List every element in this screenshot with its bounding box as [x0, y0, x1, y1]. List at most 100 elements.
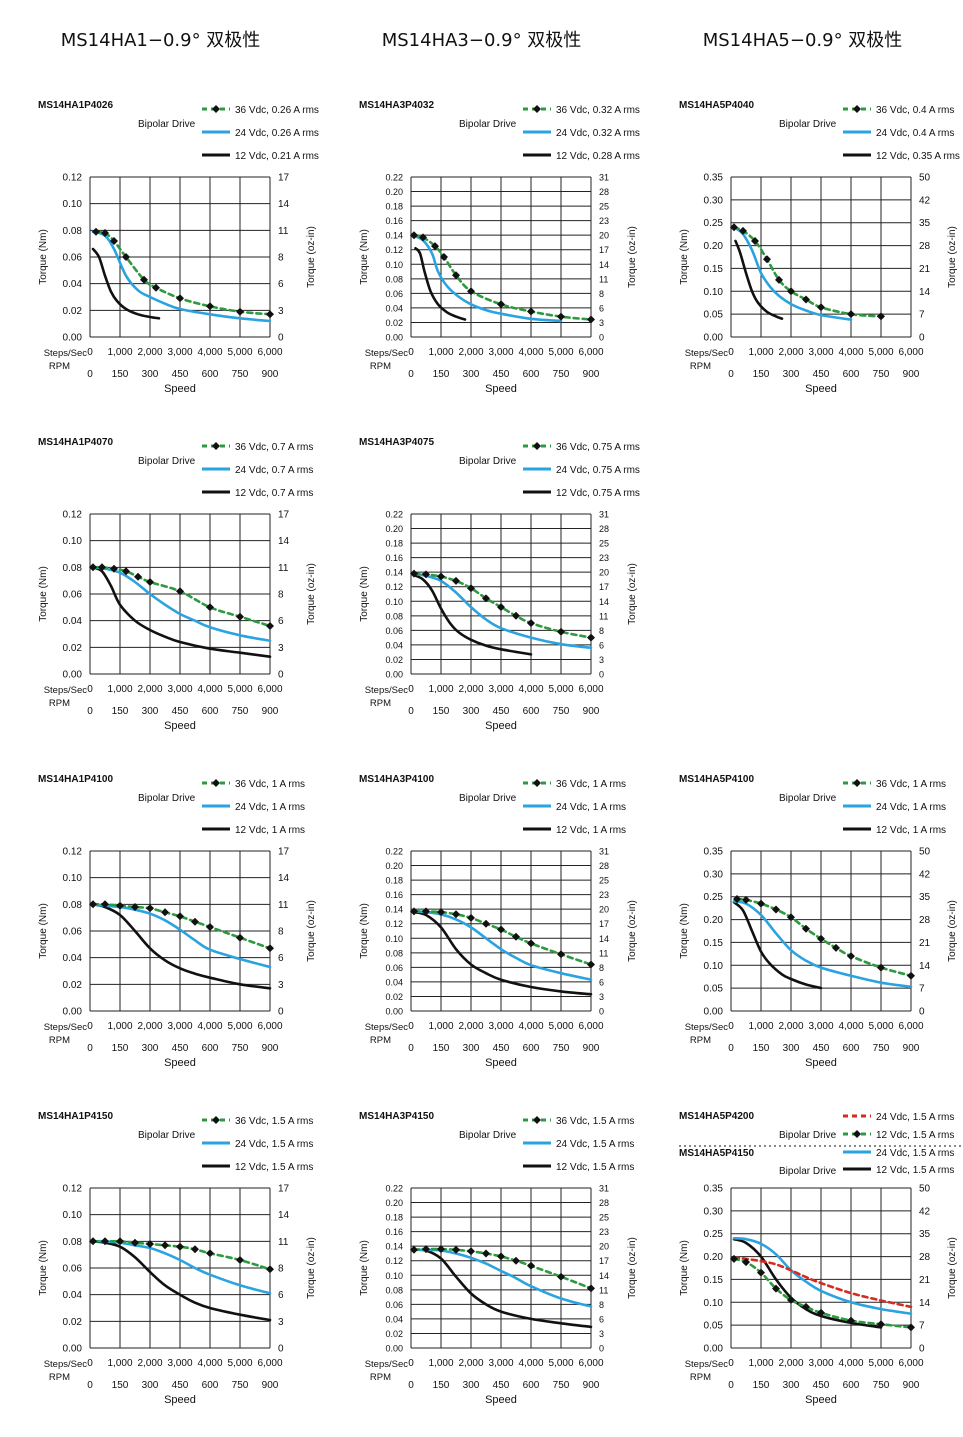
x-tick-steps: 3,000 [488, 684, 513, 695]
y-tick-label-right: 50 [919, 847, 931, 858]
legend-label: 36 Vdc, 0.4 A rms [876, 105, 954, 116]
x-tick-rpm: 900 [903, 1380, 920, 1391]
x-tick-steps: 5,000 [227, 347, 252, 358]
data-point-marker [146, 904, 154, 913]
y-tick-label: 0.02 [385, 1329, 403, 1339]
chart-title: MS14HA3P4075 [359, 437, 434, 448]
legend-marker [853, 1130, 861, 1138]
y-tick-label: 0.02 [385, 655, 403, 665]
y-tick-label: 0.04 [385, 977, 403, 987]
y-tick-label: 0.12 [63, 510, 83, 521]
y-tick-label: 0.00 [385, 333, 403, 343]
data-point-marker [452, 1245, 460, 1254]
x-tick-steps: 1,000 [107, 1021, 132, 1032]
y-tick-label: 0.18 [385, 539, 403, 549]
y-tick-label-right: 14 [278, 873, 290, 884]
y-tick-label-right: 25 [599, 876, 609, 886]
x-tick-rpm: 300 [783, 1043, 800, 1054]
legend-label: 36 Vdc, 1.5 A rms [556, 1116, 634, 1127]
data-point-marker [161, 1241, 169, 1250]
chart-ms14ha1p4100: MS14HA1P4100 Bipolar Drive 36 Vdc, 1 A rms… [38, 774, 317, 1069]
y-tick-label-right: 31 [599, 173, 609, 183]
y-tick-label-right: 0 [599, 670, 604, 680]
y-axis-title-right: Torque (oz-in) [627, 226, 638, 288]
rpm-row-label: RPM [49, 1372, 70, 1383]
data-point-marker [557, 950, 565, 959]
y-tick-label: 0.00 [385, 670, 403, 680]
x-axis-title: Speed [164, 720, 196, 732]
data-point-marker [527, 1261, 535, 1270]
y-tick-label-right: 42 [919, 195, 931, 206]
x-tick-rpm: 600 [843, 1380, 860, 1391]
x-tick-steps: 5,000 [227, 684, 252, 695]
data-point-marker [527, 307, 535, 316]
legend-label: 24 Vdc, 0.4 A rms [876, 128, 954, 139]
y-tick-label-right: 31 [599, 510, 609, 520]
x-tick-rpm: 600 [523, 706, 540, 717]
y-tick-label: 0.16 [385, 1227, 403, 1237]
chart-ms14ha5p4200: MS14HA5P4200 Bipolar Drive MS14HA5P4150 Bip… [679, 1111, 963, 1406]
x-tick-rpm: 600 [523, 1380, 540, 1391]
data-point-marker [452, 271, 460, 280]
series-line [732, 1237, 913, 1315]
series-line [91, 903, 272, 990]
data-point-marker [89, 1237, 97, 1246]
y-tick-label-right: 11 [278, 900, 289, 911]
legend-marker [533, 442, 541, 450]
legend-label: 24 Vdc, 1 A rms [235, 802, 305, 813]
legend-label: 36 Vdc, 0.26 A rms [235, 105, 319, 116]
drive-label: Bipolar Drive [779, 1130, 837, 1141]
y-tick-label-right: 50 [919, 1184, 931, 1195]
chart-title: MS14HA3P4150 [359, 1111, 434, 1122]
data-point-marker [739, 226, 747, 235]
x-tick-rpm: 450 [172, 1380, 189, 1391]
y-tick-label-right: 50 [919, 173, 931, 184]
x-tick-steps: 5,000 [548, 684, 573, 695]
x-tick-steps: 4,000 [518, 684, 543, 695]
legend-marker [212, 105, 220, 113]
data-point-marker [134, 572, 142, 581]
x-tick-rpm: 600 [202, 1043, 219, 1054]
x-tick-steps: 1,000 [428, 684, 453, 695]
x-tick-rpm: 600 [202, 706, 219, 717]
chart-ms14ha1p4070: MS14HA1P4070 Bipolar Drive 36 Vdc, 0.7 A r… [38, 437, 317, 732]
y-tick-label-right: 28 [599, 1198, 609, 1208]
col-title-ha3: MS14HA3−0.9° 双极性 [381, 30, 582, 51]
y-tick-label-right: 7 [919, 984, 925, 995]
y-axis-title: Torque (Nm) [38, 566, 49, 622]
chart-title: MS14HA5P4040 [679, 100, 754, 111]
data-point-marker [742, 1258, 750, 1267]
data-point-marker [101, 229, 109, 237]
x-tick-rpm: 450 [493, 1380, 510, 1391]
x-tick-steps: 4,000 [197, 684, 222, 695]
x-tick-rpm: 750 [873, 369, 890, 380]
x-tick-steps: 6,000 [257, 1358, 282, 1369]
legend-marker [533, 779, 541, 787]
y-tick-label-right: 8 [278, 590, 284, 601]
y-tick-label: 0.06 [385, 626, 403, 636]
y-tick-label-right: 0 [278, 333, 284, 344]
legend-label: 12 Vdc, 1.5 A rms [556, 1162, 634, 1173]
x-tick-steps: 1,000 [107, 1358, 132, 1369]
data-point-marker [146, 578, 154, 586]
y-tick-label-right: 6 [599, 303, 604, 313]
x-axis-title: Speed [805, 1057, 837, 1069]
data-point-marker [266, 622, 274, 630]
x-tick-rpm: 450 [493, 369, 510, 380]
x-tick-rpm: 750 [232, 369, 249, 380]
data-point-marker [410, 231, 418, 240]
y-tick-label-right: 6 [278, 616, 284, 627]
y-axis-title-right: Torque (oz-in) [306, 563, 317, 625]
data-point-marker [467, 913, 475, 922]
data-point-marker [431, 242, 439, 251]
legend-label: 24 Vdc, 1.5 A rms [556, 1139, 634, 1150]
y-tick-label: 0.12 [63, 1184, 83, 1195]
data-point-marker [110, 237, 118, 245]
y-axis-title-right: Torque (oz-in) [306, 226, 317, 288]
series-line [732, 1256, 913, 1309]
legend-label: 24 Vdc, 0.26 A rms [235, 128, 319, 139]
y-tick-label-right: 23 [599, 890, 609, 900]
x-tick-steps: 1,000 [748, 347, 773, 358]
data-point-marker [101, 900, 109, 909]
y-tick-label: 0.10 [63, 1210, 83, 1221]
